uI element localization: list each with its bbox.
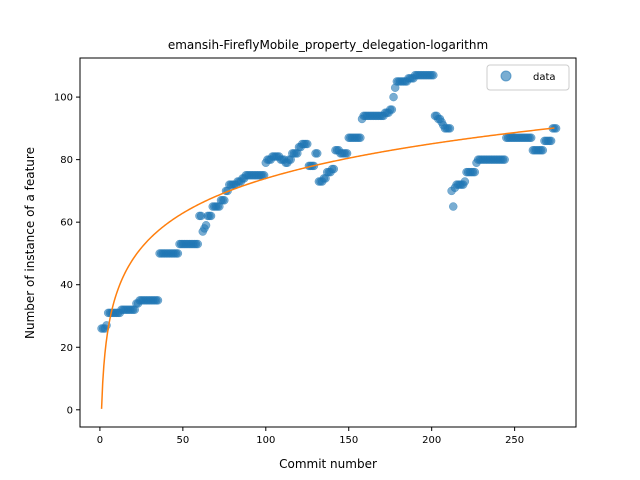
data-point — [429, 70, 438, 80]
data-point — [445, 124, 455, 133]
legend-box — [486, 64, 570, 91]
data-point — [546, 136, 556, 146]
x-tick-label: 50 — [176, 435, 189, 446]
x-tick-label: 0 — [97, 435, 103, 446]
y-tick-label: 0 — [67, 405, 73, 416]
x-axis-label: Commit number — [279, 457, 377, 471]
y-tick-label: 80 — [60, 155, 73, 166]
data-point — [389, 92, 398, 102]
data-point — [173, 249, 183, 258]
data-point — [153, 296, 163, 305]
y-tick-label: 20 — [60, 343, 73, 354]
data-point — [500, 155, 509, 164]
x-tick-label: 150 — [339, 435, 358, 446]
data-point — [356, 133, 365, 142]
data-point — [387, 105, 397, 114]
data-point — [303, 139, 312, 149]
data-point — [193, 239, 203, 249]
data-point — [342, 149, 352, 158]
y-tick-label: 60 — [60, 218, 73, 229]
fit-line — [100, 127, 555, 409]
y-axis-ticks: 0 20 40 60 80 100 — [54, 93, 80, 416]
y-tick-label: 100 — [54, 93, 73, 104]
legend: data — [486, 64, 570, 91]
plot-area — [97, 70, 561, 409]
data-point — [312, 149, 322, 158]
legend-label: data — [533, 72, 556, 83]
scatter-series — [97, 70, 561, 333]
y-tick-label: 40 — [60, 280, 73, 291]
legend-marker — [500, 70, 512, 82]
chart-title: emansih-FireflyMobile_property_delegatio… — [168, 38, 488, 52]
data-point — [470, 167, 480, 177]
data-point — [329, 164, 339, 174]
x-tick-label: 200 — [422, 435, 441, 446]
x-axis-ticks: 0 50 100 150 200 250 — [97, 427, 524, 446]
data-point — [201, 221, 211, 230]
y-axis-label: Number of instance of a feature — [23, 147, 37, 339]
data-point — [460, 177, 470, 186]
data-point — [220, 196, 229, 205]
data-point — [526, 133, 536, 142]
x-tick-label: 100 — [256, 435, 275, 446]
plot-frame — [79, 57, 577, 428]
data-point — [538, 146, 548, 155]
x-tick-label: 250 — [505, 435, 524, 446]
data-point — [206, 211, 216, 221]
fit-series — [100, 127, 555, 409]
data-point — [448, 202, 458, 211]
